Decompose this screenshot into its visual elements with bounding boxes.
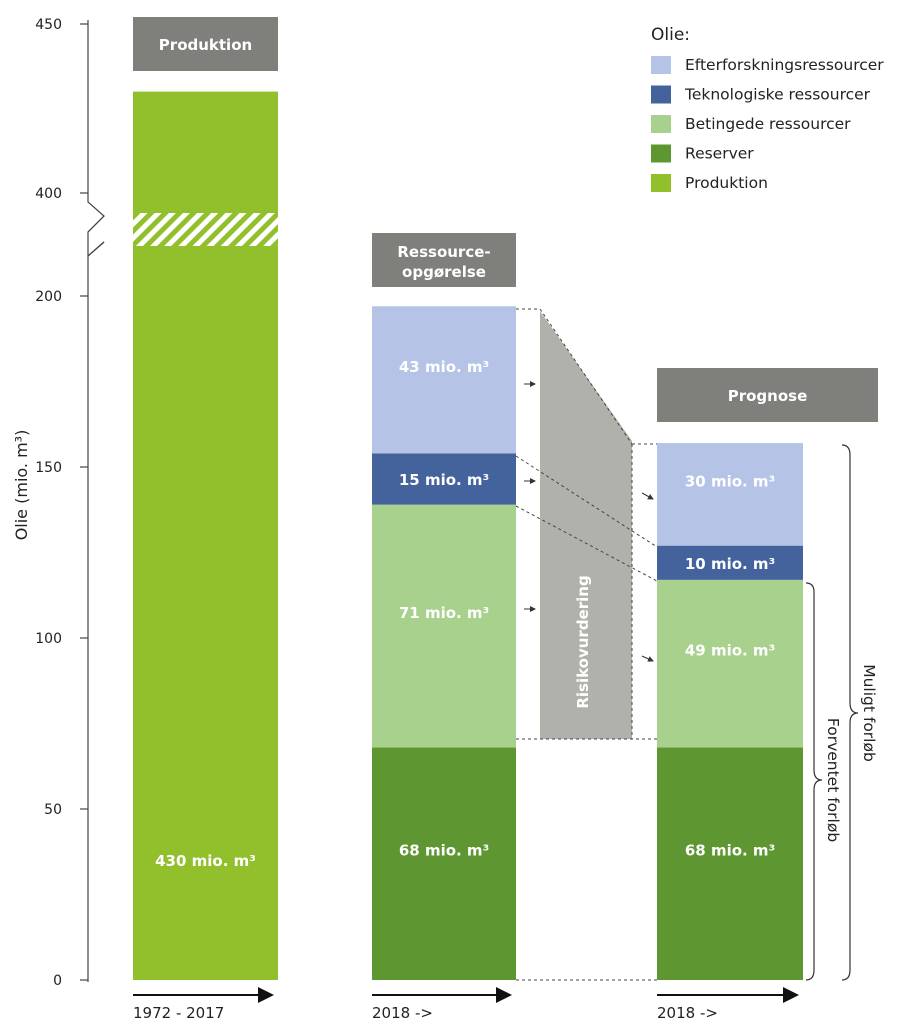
connector-tek-top [515,455,658,548]
y-tick-label: 100 [35,631,62,647]
bar-segment-efterforskning [372,306,516,454]
legend-label: Betingede ressourcer [685,115,851,133]
bar-value-label: 71 mio. m³ [399,604,489,622]
period-label: 2018 -> [372,1004,433,1022]
bar-header-box [133,17,278,71]
bracket-expected-label: Forventet forløb [824,718,842,842]
period-label: 2018 -> [657,1004,718,1022]
y-tick-label: 50 [44,802,62,818]
risk-area [540,311,632,739]
axis-break-hatch [133,213,278,246]
legend-swatch-produktion [651,174,671,192]
legend-label: Teknologiske ressourcer [684,86,871,104]
y-tick-label: 150 [35,460,62,476]
connector-lines [515,308,658,981]
bar-value-label: 43 mio. m³ [399,358,489,376]
bar-value-label: 15 mio. m³ [399,471,489,489]
bar-segment-teknologiske [372,453,516,505]
arrow-prog-efter [641,492,654,500]
legend-title: Olie: [651,25,690,45]
bracket-possible-label: Muligt forløb [860,664,878,762]
connector-tek-bottom [515,505,658,582]
bar-header-label: opgørelse [402,263,486,281]
bar-header-label: Ressource- [397,243,490,261]
bar-header-box [372,233,516,287]
bar-value-label: 49 mio. m³ [685,642,775,660]
bar-segment-reserver [657,747,803,980]
period-label: 1972 - 2017 [133,1004,224,1022]
y-tick-label: 450 [35,17,62,33]
legend: Olie: Efterforskningsressourcer Teknologis… [651,25,884,192]
bar-value-label: 68 mio. m³ [685,842,775,860]
legend-swatch-teknologiske [651,85,671,104]
legend-label: Reserver [685,145,754,163]
flow-arrows [524,381,654,662]
bar-segment-betingede [657,579,803,748]
legend-swatch-betingede [651,115,671,133]
brackets [805,444,859,981]
bar-segment-efterforskning [657,443,803,546]
legend-label: Efterforskningsressourcer [685,56,884,74]
bar-segment-teknologiske [657,545,803,580]
bar-segment-betingede [372,504,516,748]
bracket-expected [805,582,823,981]
y-axis-line [87,20,105,982]
arrow-prog-beting [641,655,654,662]
bar-headers: Produktion Ressource-opgørelse Prognose [133,17,878,422]
y-axis-label: Olie (mio. m³) [12,430,31,541]
bars: 430 mio. m³ 68 mio. m³ 71 mio. m³ 15 mio. m… [133,91,803,981]
risk-label: Risikovurdering [574,575,592,708]
y-axis-break [87,215,105,257]
period-axis: 1972 - 2017 2018 -> 2018 -> [133,987,799,1022]
legend-swatch-reserver [651,144,671,163]
bracket-possible [841,444,859,981]
y-axis: 0 50 100 150 200 400 450 [35,17,105,989]
bar-header-label: Produktion [159,36,252,54]
bar-header-label: Prognose [728,387,808,405]
legend-swatch-efterforskning [651,56,671,74]
y-tick-label: 200 [35,289,62,305]
bar-value-label: 430 mio. m³ [155,852,256,870]
y-tick-label: 0 [53,973,62,989]
bar-value-label: 68 mio. m³ [399,842,489,860]
bar-segment-reserver [372,747,516,980]
legend-label: Produktion [685,174,768,192]
bar-header-box [657,368,878,422]
y-tick-label: 400 [35,186,62,202]
bar-value-label: 10 mio. m³ [685,555,775,573]
bar-value-label: 30 mio. m³ [685,472,775,490]
y-ticks: 0 50 100 150 200 400 450 [35,17,88,989]
